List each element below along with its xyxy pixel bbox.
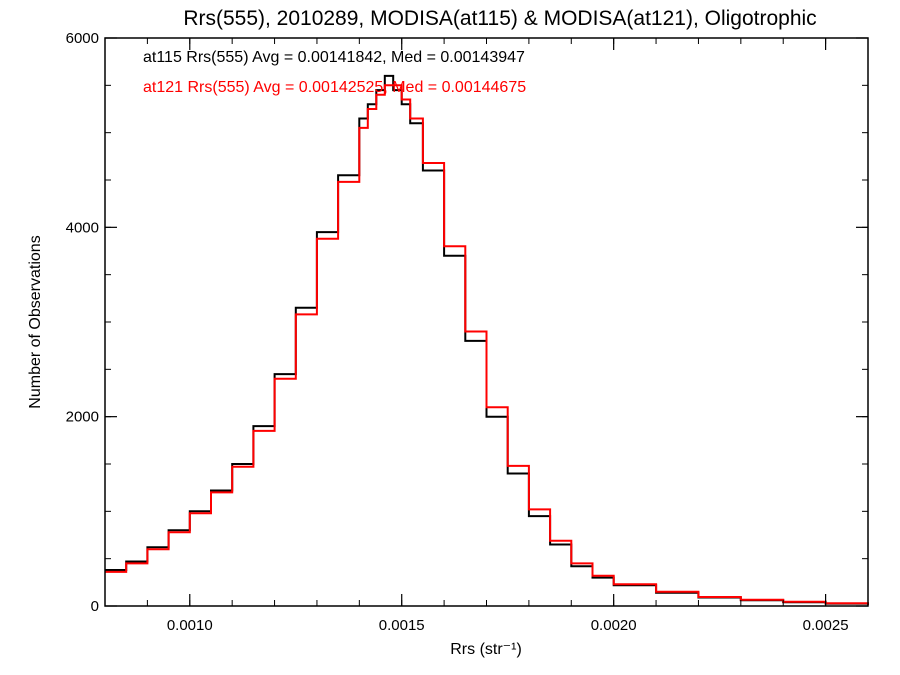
x-tick-label: 0.0020 <box>591 617 637 634</box>
series-line-at121 <box>105 84 869 605</box>
y-axis-label: Number of Observations <box>27 235 44 408</box>
x-axis-label: Rrs (str⁻¹) <box>450 641 522 658</box>
legend-entry-at115: at115 Rrs(555) Avg = 0.00141842, Med = 0… <box>143 49 525 66</box>
legend-entry-at121: at121 Rrs(555) Avg = 0.00142525, Med = 0… <box>143 79 526 96</box>
y-tick-label: 4000 <box>66 219 99 236</box>
y-tick-label: 0 <box>91 598 99 615</box>
plot-frame <box>104 37 869 607</box>
y-axis-ticks: 0 2000 4000 6000 <box>66 30 868 615</box>
y-tick-label: 6000 <box>66 30 99 47</box>
x-tick-label: 0.0025 <box>803 617 849 634</box>
plot-series <box>105 74 869 606</box>
x-tick-label: 0.0010 <box>167 617 213 634</box>
x-tick-label: 0.0015 <box>379 617 425 634</box>
chart-title: Rrs(555), 2010289, MODISA(at115) & MODIS… <box>183 7 816 30</box>
y-tick-label: 2000 <box>66 409 99 426</box>
x-axis-ticks: 0.0010 0.0015 0.0020 0.0025 <box>104 38 869 634</box>
